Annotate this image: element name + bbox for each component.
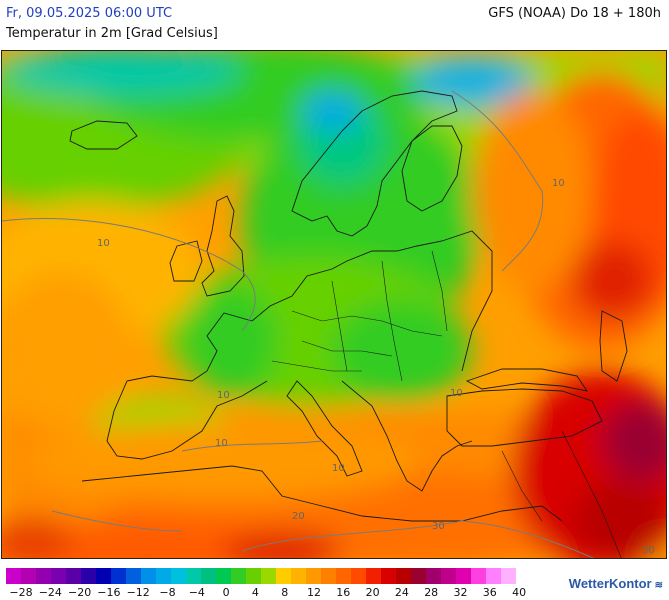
isotherm-label: 10 bbox=[215, 438, 228, 449]
legend-swatch bbox=[21, 568, 36, 584]
isotherm-label: 10 bbox=[97, 238, 110, 249]
legend-tick-label: 24 bbox=[394, 586, 409, 599]
isotherm-label: 10 bbox=[552, 178, 565, 189]
legend-tick-label: 36 bbox=[482, 586, 497, 599]
legend-swatch bbox=[501, 568, 516, 584]
legend-tick-label: 12 bbox=[307, 586, 321, 599]
legend-swatch bbox=[366, 568, 381, 584]
map-svg: 10 10 10 10 10 10 30 30 20 bbox=[2, 51, 666, 558]
legend-tick-label: −8 bbox=[159, 586, 176, 599]
legend-swatch bbox=[336, 568, 351, 584]
legend-swatch bbox=[456, 568, 471, 584]
legend-tick-label: 20 bbox=[365, 586, 380, 599]
legend-swatch bbox=[486, 568, 501, 584]
legend-swatch bbox=[36, 568, 51, 584]
legend-tick-label: 8 bbox=[281, 586, 289, 599]
isotherm-label: 10 bbox=[450, 388, 463, 399]
legend-tick-label: 28 bbox=[424, 586, 439, 599]
legend-tick-label: −4 bbox=[188, 586, 205, 599]
legend-swatch bbox=[201, 568, 216, 584]
isotherm-label: 10 bbox=[217, 390, 230, 401]
legend-swatch bbox=[411, 568, 426, 584]
legend-tick-label: 4 bbox=[251, 586, 259, 599]
color-legend bbox=[6, 568, 516, 584]
legend-tick-label: 16 bbox=[336, 586, 351, 599]
forecast-date: Fr, 09.05.2025 06:00 UTC bbox=[6, 6, 173, 21]
isotherms bbox=[2, 90, 595, 558]
model-run: GFS (NOAA) Do 18 + 180h bbox=[488, 6, 661, 21]
legend-swatch bbox=[216, 568, 231, 584]
legend-swatch bbox=[231, 568, 246, 584]
legend-tick-label: −12 bbox=[126, 586, 150, 599]
legend-tick-label: −16 bbox=[97, 586, 121, 599]
legend-swatch bbox=[261, 568, 276, 584]
legend-swatch bbox=[141, 568, 156, 584]
legend-tick-label: 40 bbox=[512, 586, 527, 599]
coastlines bbox=[69, 90, 628, 558]
legend-swatch bbox=[246, 568, 261, 584]
isotherm-label: 20 bbox=[292, 511, 305, 522]
brand-name: WetterKontor bbox=[568, 576, 652, 591]
legend-swatch bbox=[96, 568, 111, 584]
isotherm-label: 30 bbox=[432, 521, 445, 532]
legend-tick-label: 32 bbox=[453, 586, 468, 599]
legend-tick-label: 0 bbox=[222, 586, 230, 599]
legend-tick-label: −28 bbox=[9, 586, 33, 599]
wave-icon: ≋ bbox=[654, 580, 663, 591]
legend-swatch bbox=[171, 568, 186, 584]
temperature-map[interactable]: 10 10 10 10 10 10 30 30 20 bbox=[1, 50, 667, 559]
legend-swatch bbox=[381, 568, 396, 584]
legend-swatch bbox=[111, 568, 126, 584]
legend-tick-label: −20 bbox=[67, 586, 92, 599]
isotherm-label: 30 bbox=[642, 545, 655, 556]
legend-swatch bbox=[6, 568, 21, 584]
legend-swatch bbox=[51, 568, 66, 584]
legend-swatch bbox=[81, 568, 96, 584]
legend-swatch bbox=[156, 568, 171, 584]
legend-swatch bbox=[66, 568, 81, 584]
legend-swatch bbox=[426, 568, 441, 584]
parameter-title: Temperatur in 2m [Grad Celsius] bbox=[6, 26, 218, 41]
legend-swatch bbox=[276, 568, 291, 584]
isotherm-label: 10 bbox=[332, 463, 345, 474]
isotherm-labels: 10 10 10 10 10 10 30 30 20 bbox=[97, 178, 655, 556]
legend-swatch bbox=[441, 568, 456, 584]
legend-swatch bbox=[306, 568, 321, 584]
legend-ticks: −28 −24 −20 −16 −12 −8 −4 0 4 8 12 16 20 24 28 32 36 40 bbox=[0, 586, 560, 600]
brand-logo: WetterKontor ≋ bbox=[569, 576, 663, 591]
legend-swatch bbox=[321, 568, 336, 584]
legend-swatch bbox=[186, 568, 201, 584]
temperature-field bbox=[2, 51, 666, 558]
legend-swatch bbox=[351, 568, 366, 584]
legend-tick-label: −24 bbox=[38, 586, 62, 599]
legend-swatch bbox=[471, 568, 486, 584]
legend-swatch bbox=[291, 568, 306, 584]
legend-swatch bbox=[126, 568, 141, 584]
legend-swatch bbox=[396, 568, 411, 584]
